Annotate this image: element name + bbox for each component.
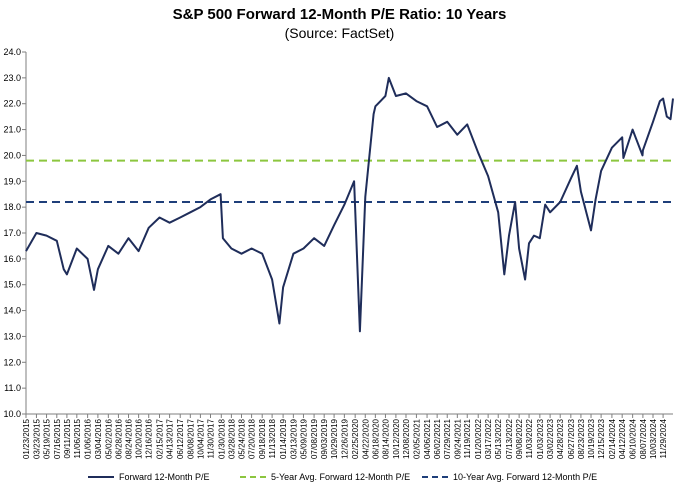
x-tick-label: 10/04/2017: [196, 418, 205, 459]
series-layer: [25, 76, 674, 333]
x-tick-label: 01/23/2015: [22, 418, 31, 459]
x-axis: 01/23/2015 03/23/2015 05/19/2015 07/16/2015…: [22, 413, 673, 459]
x-tick-label: 05/24/2018: [237, 418, 246, 459]
x-tick-label: 06/12/2017: [176, 418, 185, 459]
y-tick-label: 14.0: [3, 306, 21, 316]
x-tick-label: 10/03/2024: [649, 418, 658, 459]
y-tick-label: 19.0: [3, 176, 21, 186]
x-tick-label: 03/13/2019: [289, 418, 298, 459]
x-tick-label: 11/06/2015: [73, 418, 82, 458]
x-tick-label: 06/02/2021: [433, 418, 442, 459]
x-tick-label: 04/13/2017: [166, 418, 175, 459]
x-tick-label: 12/16/2016: [145, 418, 154, 459]
y-tick-label: 24.0: [3, 47, 21, 57]
x-tick-label: 09/24/2021: [453, 418, 462, 459]
legend-item-forward-pe: Forward 12-Month P/E: [88, 472, 210, 482]
y-tick-label: 18.0: [3, 202, 21, 212]
legend-swatch-10-year-avg: [422, 476, 448, 478]
x-tick-label: 11/03/2022: [525, 418, 534, 458]
x-tick-label: 05/13/2022: [494, 418, 503, 459]
y-tick-label: 23.0: [3, 73, 21, 83]
legend-label-forward-pe: Forward 12-Month P/E: [119, 472, 210, 482]
x-tick-label: 01/14/2019: [279, 418, 288, 459]
y-tick-label: 16.0: [3, 254, 21, 264]
x-tick-label: 01/03/2023: [536, 418, 545, 459]
y-tick-label: 10.0: [3, 409, 21, 419]
x-tick-label: 04/06/2021: [423, 418, 432, 459]
legend-label-10-year-avg: 10-Year Avg. Forward 12-Month P/E: [453, 472, 598, 482]
legend: Forward 12-Month P/E 5-Year Avg. Forward…: [0, 472, 679, 488]
x-tick-label: 11/13/2018: [268, 418, 277, 458]
x-tick-label: 08/23/2023: [577, 418, 586, 459]
x-tick-label: 11/19/2021: [463, 418, 472, 458]
x-tick-label: 10/12/2020: [392, 418, 401, 459]
x-tick-label: 06/27/2023: [567, 418, 576, 459]
x-tick-label: 09/11/2015: [63, 418, 72, 458]
x-tick-label: 09/18/2018: [258, 418, 267, 459]
legend-item-10-year-avg: 10-Year Avg. Forward 12-Month P/E: [422, 472, 597, 482]
x-tick-label: 10/20/2016: [135, 418, 144, 459]
y-tick-label: 22.0: [3, 99, 21, 109]
y-tick-label: 21.0: [3, 125, 21, 135]
x-tick-label: 04/12/2024: [618, 418, 627, 459]
x-tick-label: 11/30/2017: [207, 418, 216, 458]
x-tick-label: 07/08/2019: [310, 418, 319, 459]
x-tick-label: 12/15/2023: [597, 418, 606, 459]
y-tick-label: 13.0: [3, 331, 21, 341]
y-axis: 10.0 11.0 12.0 13.0 14.0 15.0 16.0 17.0 18.0 19.0…: [3, 47, 27, 419]
x-tick-label: 07/16/2015: [53, 418, 62, 459]
x-tick-label: 07/13/2022: [505, 418, 514, 459]
y-tick-label: 20.0: [3, 150, 21, 160]
legend-swatch-forward-pe: [88, 476, 114, 478]
series-forward-pe-line: [25, 76, 674, 333]
legend-swatch-5-year-avg: [240, 476, 266, 478]
x-tick-label: 08/14/2020: [381, 418, 390, 459]
x-tick-label: 01/06/2016: [84, 418, 93, 459]
legend-label-5-year-avg: 5-Year Avg. Forward 12-Month P/E: [271, 472, 411, 482]
x-tick-label: 03/04/2016: [94, 418, 103, 459]
x-tick-label: 04/28/2023: [556, 418, 565, 459]
x-tick-label: 06/28/2016: [114, 418, 123, 459]
x-tick-label: 07/29/2021: [443, 418, 452, 459]
x-tick-label: 02/15/2017: [156, 418, 165, 459]
x-tick-label: 03/02/2023: [546, 418, 555, 459]
x-tick-label: 08/07/2024: [639, 418, 648, 459]
x-tick-label: 10/19/2023: [587, 418, 596, 459]
y-tick-label: 12.0: [3, 357, 21, 367]
y-tick-label: 11.0: [4, 383, 21, 393]
x-tick-label: 05/09/2019: [299, 418, 308, 459]
chart-title: S&P 500 Forward 12-Month P/E Ratio: 10 Y…: [172, 6, 507, 23]
x-tick-label: 12/08/2020: [402, 418, 411, 459]
x-tick-label: 03/17/2022: [484, 418, 493, 459]
x-tick-label: 12/26/2019: [340, 418, 349, 459]
x-tick-label: 03/23/2015: [32, 418, 41, 459]
x-tick-label: 07/20/2018: [248, 418, 257, 459]
x-tick-label: 09/08/2022: [515, 418, 524, 459]
x-tick-label: 05/02/2016: [104, 418, 113, 459]
x-tick-label: 09/03/2019: [320, 418, 329, 459]
x-tick-label: 11/29/2024: [659, 418, 668, 458]
x-tick-label: 02/05/2021: [412, 418, 421, 459]
y-tick-label: 15.0: [3, 280, 21, 290]
legend-item-5-year-avg: 5-Year Avg. Forward 12-Month P/E: [240, 472, 410, 482]
x-tick-label: 08/24/2016: [125, 418, 134, 459]
x-tick-label: 08/08/2017: [186, 418, 195, 459]
x-tick-label: 06/10/2024: [629, 418, 638, 459]
x-tick-label: 01/30/2018: [217, 418, 226, 459]
x-tick-label: 05/19/2015: [43, 418, 52, 459]
x-tick-label: 02/14/2024: [608, 418, 617, 459]
chart-subtitle: (Source: FactSet): [284, 25, 395, 41]
x-tick-label: 01/20/2022: [474, 418, 483, 459]
x-tick-label: 02/25/2020: [351, 418, 360, 459]
x-tick-label: 10/29/2019: [330, 418, 339, 459]
x-tick-label: 03/28/2018: [227, 418, 236, 459]
x-tick-label: 04/22/2020: [361, 418, 370, 459]
x-tick-label: 06/18/2020: [371, 418, 380, 459]
y-tick-label: 17.0: [3, 228, 21, 238]
